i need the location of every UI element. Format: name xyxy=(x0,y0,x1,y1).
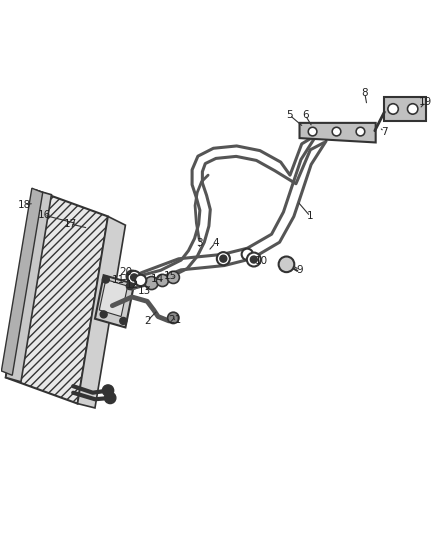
Text: 9: 9 xyxy=(296,265,303,275)
Text: 19: 19 xyxy=(419,97,432,107)
Text: 4: 4 xyxy=(212,238,219,247)
Circle shape xyxy=(126,270,138,282)
Text: 7: 7 xyxy=(381,126,388,136)
Circle shape xyxy=(251,256,257,263)
Circle shape xyxy=(127,271,141,284)
Text: 2: 2 xyxy=(144,316,151,326)
Text: 13: 13 xyxy=(138,286,151,296)
Circle shape xyxy=(126,282,133,289)
Text: 11: 11 xyxy=(111,276,125,286)
Text: 15: 15 xyxy=(164,271,177,281)
Polygon shape xyxy=(99,279,127,317)
Polygon shape xyxy=(78,216,125,408)
Text: 1: 1 xyxy=(307,212,314,221)
Bar xyxy=(385,97,426,120)
Polygon shape xyxy=(1,188,43,375)
Circle shape xyxy=(356,127,365,136)
Text: 17: 17 xyxy=(64,219,77,229)
Circle shape xyxy=(247,253,261,266)
Text: 6: 6 xyxy=(302,110,308,120)
Circle shape xyxy=(407,104,418,114)
Text: 3: 3 xyxy=(196,238,203,247)
Text: 8: 8 xyxy=(361,88,368,98)
Circle shape xyxy=(279,256,294,272)
Circle shape xyxy=(242,249,253,260)
Polygon shape xyxy=(95,275,134,327)
Text: 12: 12 xyxy=(126,280,139,290)
Circle shape xyxy=(135,275,146,286)
Polygon shape xyxy=(6,190,51,382)
Circle shape xyxy=(220,255,227,262)
Circle shape xyxy=(168,312,179,324)
Circle shape xyxy=(131,274,138,281)
Circle shape xyxy=(145,277,158,289)
Text: 10: 10 xyxy=(255,256,268,266)
Circle shape xyxy=(156,274,169,287)
Circle shape xyxy=(102,276,110,283)
Circle shape xyxy=(217,252,230,265)
Polygon shape xyxy=(300,123,376,142)
Circle shape xyxy=(332,127,341,136)
Circle shape xyxy=(100,311,107,318)
Text: 5: 5 xyxy=(286,110,293,120)
Text: 21: 21 xyxy=(168,314,181,325)
Circle shape xyxy=(105,392,116,403)
Text: 20: 20 xyxy=(119,266,132,277)
Circle shape xyxy=(308,127,317,136)
Circle shape xyxy=(388,104,398,114)
Text: 14: 14 xyxy=(151,273,164,284)
Circle shape xyxy=(167,271,180,284)
Circle shape xyxy=(120,318,127,325)
Text: 18: 18 xyxy=(18,200,31,209)
Circle shape xyxy=(102,385,114,396)
Polygon shape xyxy=(6,190,108,403)
Text: 16: 16 xyxy=(37,210,51,220)
